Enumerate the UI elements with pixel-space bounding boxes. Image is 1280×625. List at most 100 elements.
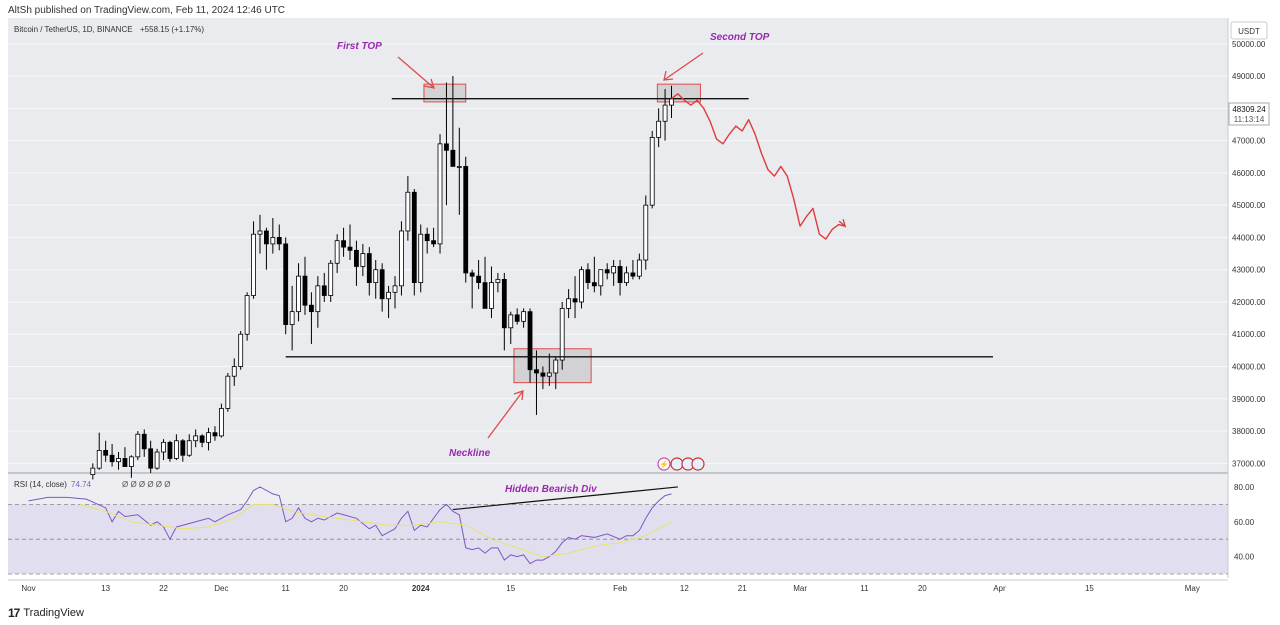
date-tick-label: 12 [680,584,689,593]
neckline-arrow [487,390,524,439]
rsi-ma-line [79,503,672,558]
candle-up [161,441,166,453]
candle-up [649,136,655,206]
rsi-legend-extra: Ø Ø Ø Ø Ø Ø [122,480,170,489]
date-tick-label: 20 [339,584,348,593]
candle-up [90,467,96,476]
candle-up [489,282,494,309]
date-tick-label: 2024 [412,584,430,593]
date-tick-label: Dec [214,584,228,593]
flash-icon[interactable] [657,457,671,471]
main-pane-bg [8,18,1228,473]
candle-up [270,237,276,245]
candle-down [527,311,533,371]
candle-down [276,237,282,245]
price-tick-label: 49000.00 [1232,72,1266,81]
date-tick-label: 20 [918,584,927,593]
currency-badge-box[interactable] [1230,21,1268,40]
price-tick-label: 45000.00 [1232,201,1266,210]
candle-down [482,282,488,309]
candle-up [251,233,256,296]
candle-up [624,272,629,284]
date-tick-label: 15 [1085,584,1094,593]
candle-down [469,272,475,277]
date-tick-label: Nov [21,584,35,593]
event-icons[interactable]: ⚡ [657,457,705,471]
candle-up [135,433,141,458]
candle-down [109,454,115,463]
candle-up [328,262,334,296]
levels-layer [285,98,993,358]
candle-down [366,253,372,284]
candle-down [411,191,417,284]
currency-badge[interactable]: USDT [1238,27,1260,36]
candle-up [186,440,192,456]
hidden-div-label: Hidden Bearish Div [505,484,598,495]
flag-icon-1[interactable] [670,457,684,471]
candle-up [611,266,617,274]
price-tick-label: 43000.00 [1232,266,1266,275]
candle-down [514,314,520,322]
date-tick-label: Apr [993,584,1006,593]
candle-up [456,166,462,168]
date-tick-label: 11 [282,584,291,593]
projection-layer [671,93,847,240]
candle-down [354,249,359,267]
candle-down [450,149,456,167]
neckline-label: Neckline [449,448,491,459]
candle-down [180,440,186,456]
rsi-layer [8,486,1228,575]
date-tick-label: 13 [101,584,110,593]
candle-down [379,269,385,300]
rsi-tick-label: 80.00 [1234,483,1255,492]
date-tick-label: 21 [738,584,747,593]
second-top-label: Second TOP [710,32,770,43]
candle-up [553,359,559,374]
rsi-legend-title: RSI (14, close) [14,480,67,489]
price-tick-label: 41000.00 [1232,330,1266,339]
footer: 17 TradingView [8,606,84,620]
candle-down [572,298,578,303]
candle-up [225,375,231,409]
candle-down [321,285,327,296]
candle-up [559,308,565,361]
candle-down [302,275,308,306]
publisher-info: AltSh published on TradingView.com, Feb … [8,5,286,16]
candle-up [128,456,134,467]
divergence-line [452,486,678,511]
candle-up [636,259,642,277]
price-tick-label: 44000.00 [1232,233,1266,242]
candle-down [617,266,623,284]
candle-up [289,311,295,325]
candle-up [360,253,366,267]
price-tick-label: 38000.00 [1232,427,1266,436]
chart-svg[interactable]: 37000.00 38000.00 39000.00 40000.00 41000.00… [0,18,1280,603]
price-tick-label: 47000.00 [1232,137,1266,146]
zones-layer [423,83,701,384]
projection-path [671,93,846,240]
rsi-line [28,486,672,565]
candle-down [476,275,482,284]
date-tick-label: Mar [793,584,807,593]
candle-down [444,143,449,151]
flag-icon-3[interactable] [691,457,705,471]
candle-down [591,282,597,287]
x-axis-labels: Nov 13 22 Dec 11 20 2024 15 Feb 12 21 Mar 11 20 Apr 15 M… [8,579,1228,593]
rsi-legend-value: 74.74 [71,480,92,489]
candle-up [392,285,398,293]
candle-up [238,333,244,367]
candle-up [521,311,527,322]
candle-up [334,240,340,264]
candle-up [656,120,662,138]
candle-up [598,269,604,287]
grid-layer [8,43,1228,464]
candle-down [604,269,610,274]
candle-up [257,230,263,235]
candle-down [585,269,591,284]
candle-up [296,275,301,313]
date-tick-label: 11 [860,584,869,593]
candle-up [405,191,411,232]
candle-down [309,304,314,313]
candle-up [418,233,424,284]
candle-up [154,451,160,469]
